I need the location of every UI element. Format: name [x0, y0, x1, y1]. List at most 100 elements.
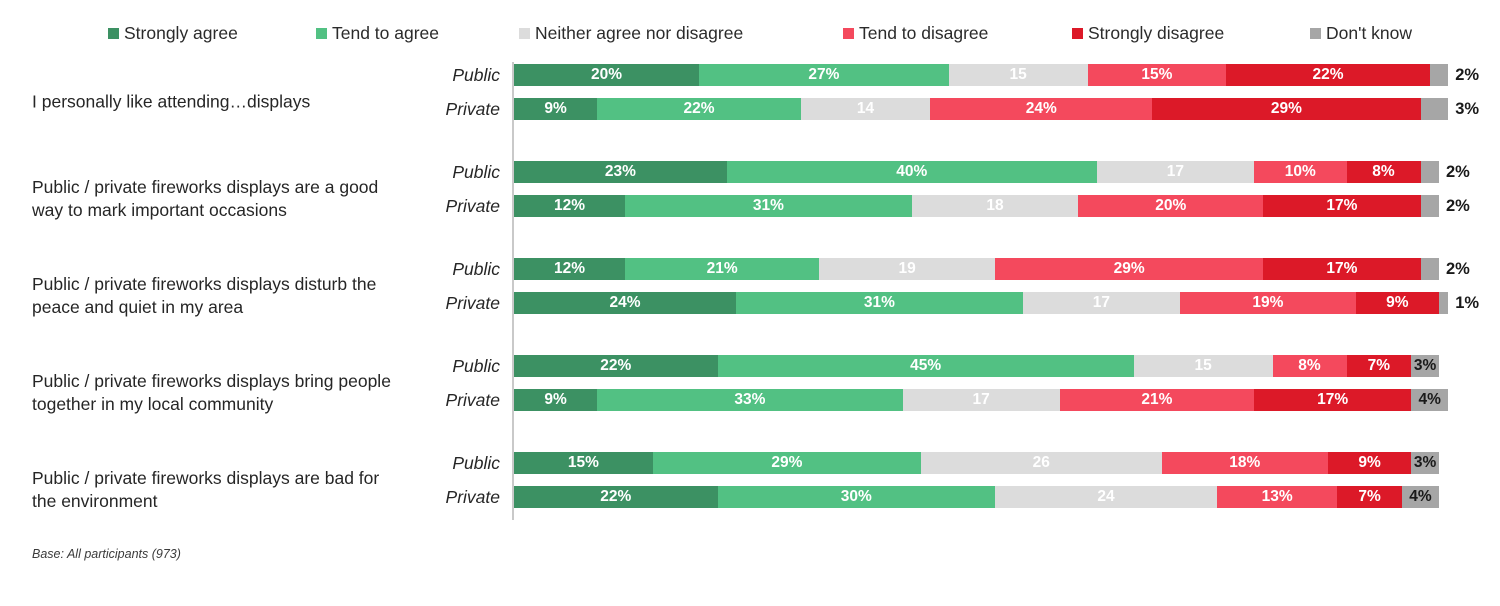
segment-value-label: 8%: [1372, 163, 1395, 180]
bar-segment-5[interactable]: 3%: [1420, 98, 1479, 120]
bar-segment-4[interactable]: 17%: [1263, 195, 1421, 217]
bar-segment-5[interactable]: 2%: [1420, 195, 1470, 217]
bar-segment-2[interactable]: 26: [921, 452, 1162, 474]
bar-segment-1[interactable]: 29%: [652, 452, 921, 474]
bar-row-public: Public 15% 29% 26 18% 9% 3%: [0, 448, 1500, 478]
legend-swatch-icon: [843, 27, 854, 39]
bar-segment-4[interactable]: 8%: [1346, 161, 1421, 183]
bar-segment-5[interactable]: 1%: [1439, 292, 1479, 314]
bar-segment-4[interactable]: 22%: [1226, 64, 1430, 86]
bar-segment-1[interactable]: 33%: [597, 389, 903, 411]
bar-segment-2[interactable]: 15: [948, 64, 1088, 86]
bar-segment-5[interactable]: 2%: [1420, 161, 1470, 183]
legend-item-1[interactable]: Tend to agree: [316, 23, 439, 44]
bar-segment-5[interactable]: 2%: [1420, 258, 1470, 280]
legend-label: Don't know: [1326, 22, 1413, 43]
legend-item-5[interactable]: Don't know: [1310, 23, 1412, 44]
bar-segment-3[interactable]: 10%: [1254, 161, 1347, 183]
bar-segment-5[interactable]: 2%: [1429, 64, 1479, 86]
bar-row-label: Private: [445, 99, 500, 119]
legend-item-4[interactable]: Strongly disagree: [1072, 23, 1224, 44]
segment-value-label: 3%: [1413, 357, 1437, 374]
segment-value-label: 17%: [1326, 260, 1358, 277]
bar-segment-2[interactable]: 17: [1022, 292, 1180, 314]
segment-value-label: 22%: [683, 100, 715, 117]
segment-value-label: 12%: [553, 260, 586, 277]
legend-swatch-icon: [519, 27, 530, 39]
segment-value-label: 21%: [706, 260, 738, 277]
statement-label: Public / private fireworks displays are …: [32, 468, 380, 511]
bar-segment-2[interactable]: 19: [819, 258, 995, 280]
bar-segment-0[interactable]: 12%: [514, 258, 625, 280]
legend-item-0[interactable]: Strongly agree: [108, 23, 238, 44]
segment-value-label: 26: [1032, 454, 1050, 471]
bar-segment-4[interactable]: 29%: [1152, 98, 1421, 120]
bar-segment-5[interactable]: 4%: [1402, 486, 1439, 508]
bar-segment-2[interactable]: 15: [1133, 355, 1273, 377]
stacked-bar: 20% 27% 15 15% 22% 2%: [514, 64, 1479, 86]
bar-segment-2[interactable]: 14: [800, 98, 931, 120]
segment-value-label: 23%: [604, 163, 636, 180]
bar-segment-3[interactable]: 18%: [1161, 452, 1328, 474]
segment-value-label: 17%: [1326, 197, 1358, 214]
bar-segment-1[interactable]: 40%: [726, 161, 1097, 183]
bar-segment-4[interactable]: 9%: [1355, 292, 1439, 314]
legend-label: Neither agree nor disagree: [535, 22, 744, 43]
bar-segment-0[interactable]: 9%: [514, 389, 598, 411]
bar-segment-1[interactable]: 22%: [597, 98, 801, 120]
bar-segment-4[interactable]: 7%: [1346, 355, 1412, 377]
segment-value-label: 22%: [600, 488, 632, 505]
bar-segment-1[interactable]: 21%: [625, 258, 820, 280]
legend-item-2[interactable]: Neither agree nor disagree: [519, 23, 743, 44]
bar-segment-5[interactable]: 3%: [1411, 355, 1439, 377]
segment-value-label: 3%: [1455, 99, 1480, 118]
bar-segment-0[interactable]: 9%: [514, 98, 598, 120]
bar-segment-1[interactable]: 27%: [699, 64, 949, 86]
statement-label: Public / private fireworks displays are …: [32, 177, 379, 220]
segment-value-label: 9%: [1358, 454, 1381, 471]
bar-segment-3[interactable]: 20%: [1078, 195, 1264, 217]
bar-row-label: Private: [445, 487, 500, 507]
bar-segment-2[interactable]: 17: [902, 389, 1060, 411]
segment-value-label: 29%: [1113, 260, 1145, 277]
bar-segment-4[interactable]: 17%: [1263, 258, 1421, 280]
bar-segment-2[interactable]: 24: [995, 486, 1217, 508]
bar-segment-4[interactable]: 9%: [1328, 452, 1412, 474]
bar-row-label: Public: [452, 356, 500, 376]
chart-plot-area: I personally like attending…displays Publ…: [0, 52, 1500, 532]
bar-segment-3[interactable]: 29%: [995, 258, 1264, 280]
bar-segment-1[interactable]: 31%: [625, 195, 912, 217]
bar-segment-3[interactable]: 19%: [1180, 292, 1356, 314]
legend-item-3[interactable]: Tend to disagree: [843, 23, 988, 44]
bar-segment-0[interactable]: 15%: [514, 452, 653, 474]
bar-segment-2[interactable]: 18: [911, 195, 1079, 217]
bar-segment-4[interactable]: 7%: [1337, 486, 1402, 508]
bar-row-public: Public 20% 27% 15 15% 22% 2%: [0, 60, 1500, 90]
bar-segment-4[interactable]: 17%: [1254, 389, 1412, 411]
stacked-bar: 22% 30% 24 13% 7% 4%: [514, 486, 1439, 508]
bar-segment-0[interactable]: 12%: [514, 195, 625, 217]
bar-segment-0[interactable]: 20%: [514, 64, 699, 86]
segment-value-label: 21%: [1141, 391, 1173, 408]
bar-segment-3[interactable]: 24%: [930, 98, 1153, 120]
bar-segment-5[interactable]: 3%: [1411, 452, 1439, 474]
stacked-bar: 12% 31% 18 20% 17% 2%: [514, 195, 1470, 217]
segment-value-label: 19%: [1252, 294, 1284, 311]
bar-segment-1[interactable]: 45%: [717, 355, 1134, 377]
bar-segment-3[interactable]: 21%: [1059, 389, 1254, 411]
bar-segment-3[interactable]: 15%: [1087, 64, 1227, 86]
bar-segment-0[interactable]: 24%: [514, 292, 736, 314]
segment-value-label: 13%: [1261, 488, 1293, 505]
bar-row-label: Public: [452, 453, 500, 473]
segment-value-label: 24: [1097, 488, 1115, 505]
bar-segment-3[interactable]: 13%: [1217, 486, 1338, 508]
bar-segment-3[interactable]: 8%: [1272, 355, 1347, 377]
bar-segment-0[interactable]: 22%: [514, 355, 718, 377]
segment-value-label: 2%: [1446, 196, 1470, 215]
bar-segment-2[interactable]: 17: [1096, 161, 1254, 183]
bar-segment-1[interactable]: 31%: [736, 292, 1023, 314]
bar-segment-0[interactable]: 23%: [514, 161, 727, 183]
bar-segment-1[interactable]: 30%: [717, 486, 995, 508]
bar-segment-0[interactable]: 22%: [514, 486, 718, 508]
bar-segment-5[interactable]: 4%: [1411, 389, 1449, 411]
